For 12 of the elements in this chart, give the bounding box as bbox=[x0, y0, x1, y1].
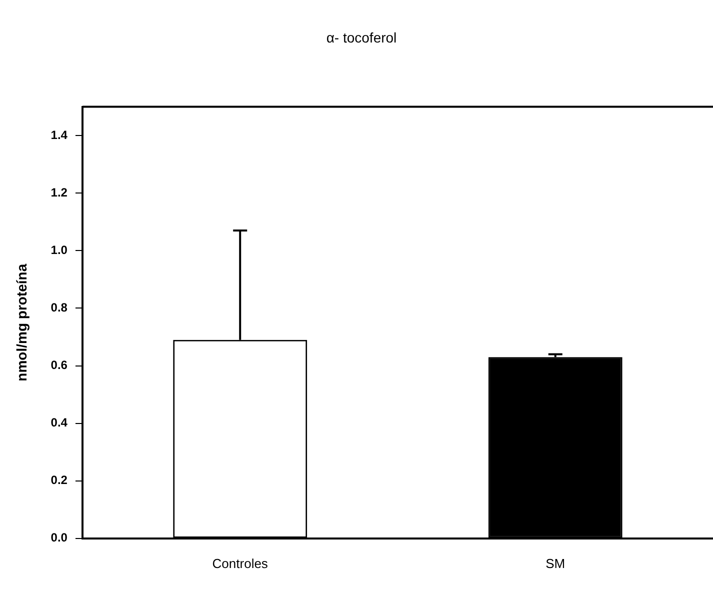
y-tick-label: 0.8 bbox=[50, 300, 68, 315]
y-tick-label: 1.4 bbox=[50, 128, 68, 142]
y-tick-label: 1.2 bbox=[50, 185, 68, 200]
y-tick-label: 0.2 bbox=[50, 473, 68, 488]
chart-title: α- tocoferol bbox=[326, 29, 397, 46]
y-tick-label: 1.0 bbox=[50, 242, 68, 257]
y-tick-label: 0.0 bbox=[50, 530, 68, 545]
x-tick-label: Controles bbox=[212, 556, 268, 571]
y-axis-title: nmol/mg proteína bbox=[13, 264, 30, 382]
x-tick-label: SM bbox=[546, 556, 566, 571]
y-tick-label: 0.4 bbox=[50, 416, 68, 430]
y-tick-label: 0.6 bbox=[50, 358, 68, 372]
